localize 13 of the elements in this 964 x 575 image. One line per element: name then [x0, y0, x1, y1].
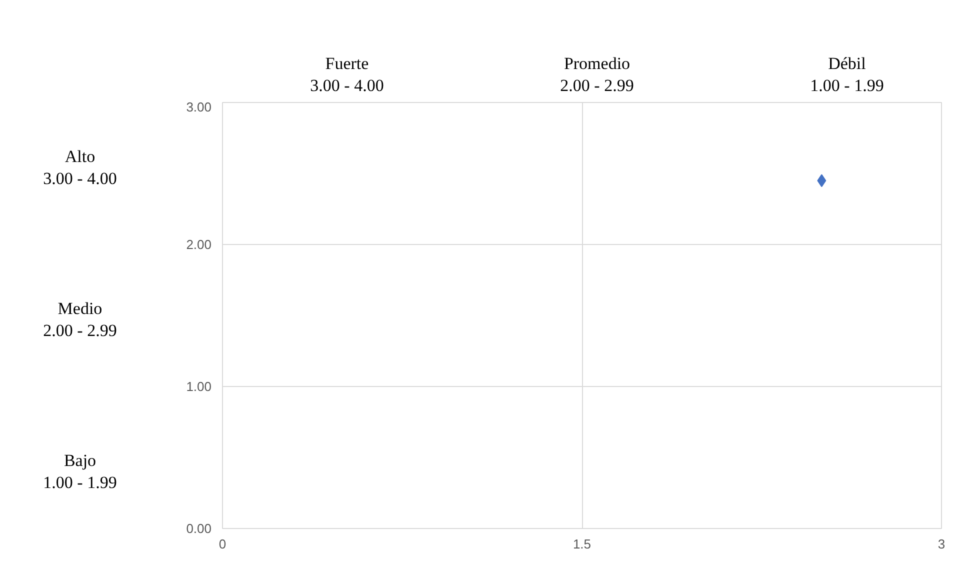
- text: Débil 1.00 - 1.99: [810, 52, 884, 97]
- y-tick-label: 1.00: [186, 379, 212, 394]
- y-tick-label: 0.00: [186, 521, 212, 536]
- y-tick-label: 3.00: [186, 100, 212, 114]
- text: Promedio 2.00 - 2.99: [560, 52, 634, 97]
- text: Bajo 1.00 - 1.99: [43, 450, 117, 494]
- y-tick-label: 2.00: [186, 237, 212, 252]
- x-tick-label: 0: [218, 536, 226, 552]
- text: Fuerte 3.00 - 4.00: [310, 52, 384, 97]
- x-tick-label: 1.5: [572, 536, 592, 552]
- x-tick-label: 3: [938, 536, 946, 552]
- text: Alto 3.00 - 4.00: [43, 146, 117, 190]
- text: Medio 2.00 - 2.99: [43, 298, 117, 342]
